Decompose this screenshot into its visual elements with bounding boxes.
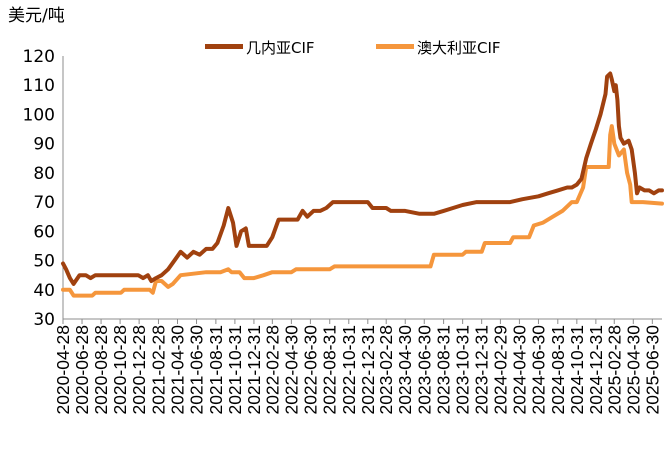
series-line-australia — [61, 124, 664, 298]
y-tick-label: 100 — [23, 105, 55, 125]
x-tick-label: 2023-02-28 — [376, 325, 396, 415]
x-tick-label: 2023-04-30 — [395, 325, 415, 415]
y-axis: 30 40 50 60 70 80 90 100 110 120 — [23, 47, 64, 330]
x-tick-label: 2022-08-31 — [320, 325, 340, 415]
x-tick-label: 2023-12-31 — [472, 325, 492, 415]
x-tick-label: 2024-08-31 — [548, 325, 568, 415]
x-tick-label: 2022-06-30 — [300, 325, 320, 415]
y-tick-label: 70 — [33, 193, 55, 213]
x-tick-label: 2025-04-30 — [623, 325, 643, 415]
x-tick-label: 2024-10-31 — [567, 325, 587, 415]
y-tick-label: 60 — [33, 222, 55, 242]
y-tick-label: 90 — [33, 135, 55, 155]
series-layer — [61, 71, 664, 298]
x-tick-label: 2021-06-30 — [187, 325, 207, 415]
x-tick-label: 2020-08-28 — [91, 325, 111, 415]
x-tick-label: 2021-02-28 — [148, 325, 168, 415]
x-tick-label: 2023-06-30 — [414, 325, 434, 415]
legend: 几内亚CIF 澳大利亚CIF — [205, 39, 501, 57]
x-tick-label: 2021-12-31 — [244, 325, 264, 415]
x-tick-label: 2022-12-31 — [358, 325, 378, 415]
x-tick-label: 2021-10-31 — [225, 325, 245, 415]
y-tick-label: 120 — [23, 47, 55, 67]
x-tick-label: 2021-08-31 — [206, 325, 226, 415]
x-tick-label: 2023-10-31 — [453, 325, 473, 415]
legend-label-australia: 澳大利亚CIF — [417, 39, 501, 57]
x-tick-label: 2020-04-28 — [53, 325, 73, 415]
x-tick-label: 2022-02-28 — [262, 325, 282, 415]
y-axis-title: 美元/吨 — [8, 6, 65, 26]
x-tick-label: 2025-06-30 — [642, 325, 662, 415]
x-tick-label: 2024-02-29 — [490, 325, 510, 415]
x-tick-label: 2020-12-28 — [129, 325, 149, 415]
y-tick-label: 110 — [23, 76, 55, 96]
y-tick-label: 80 — [33, 164, 55, 184]
y-tick-label: 30 — [33, 310, 55, 330]
x-tick-label: 2025-02-28 — [604, 325, 624, 415]
x-axis: 2020-04-28 2020-06-28 2020-08-28 2020-10-28… — [53, 318, 662, 415]
y-tick-label: 50 — [33, 252, 55, 272]
x-tick-label: 2020-10-28 — [110, 325, 130, 415]
x-tick-label: 2024-04-30 — [509, 325, 529, 415]
series-line-guinea — [61, 71, 664, 286]
legend-label-guinea: 几内亚CIF — [246, 39, 315, 57]
y-tick-label: 40 — [33, 281, 55, 301]
x-tick-label: 2023-08-31 — [434, 325, 454, 415]
x-tick-label: 2024-12-31 — [586, 325, 606, 415]
x-tick-label: 2022-10-31 — [339, 325, 359, 415]
x-tick-label: 2021-04-30 — [167, 325, 187, 415]
x-tick-label: 2020-06-28 — [72, 325, 92, 415]
x-tick-label: 2024-06-30 — [528, 325, 548, 415]
x-tick-label: 2022-04-30 — [281, 325, 301, 415]
